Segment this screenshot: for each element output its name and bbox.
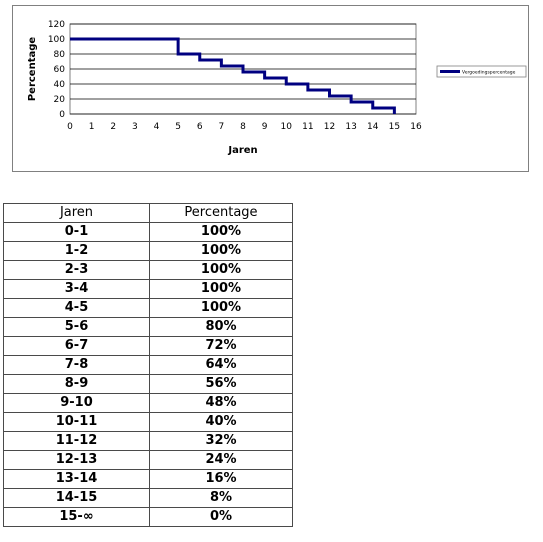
cell-percentage: 16%: [149, 469, 293, 489]
table-row: 11-12 32%: [3, 431, 293, 451]
x-tick-label: 6: [197, 122, 203, 132]
cell-years: 9-10: [3, 393, 150, 413]
x-tick-label: 12: [324, 122, 335, 132]
x-tick-label: 7: [219, 122, 225, 132]
x-tick-label: 16: [410, 122, 422, 132]
table-row: 13-14 16%: [3, 469, 293, 489]
cell-percentage: 8%: [149, 488, 293, 508]
table-row: 14-15 8%: [3, 488, 293, 508]
cell-percentage: 48%: [149, 393, 293, 413]
legend: Vergoedingspercentage: [436, 65, 527, 78]
table-row: 0-1 100%: [3, 222, 293, 242]
table-row: 6-7 72%: [3, 336, 293, 356]
x-tick-label: 14: [367, 122, 379, 132]
x-axis-title: Jaren: [227, 145, 257, 156]
table-row: 1-2 100%: [3, 241, 293, 261]
x-tick-label: 2: [110, 122, 116, 132]
table-row: 8-9 56%: [3, 374, 293, 394]
table-header-row: Jaren Percentage: [3, 203, 293, 223]
cell-years: 1-2: [3, 241, 150, 261]
cell-years: 12-13: [3, 450, 150, 470]
gridlines: [70, 23, 416, 115]
cell-years: 5-6: [3, 317, 150, 337]
cell-percentage: 0%: [149, 507, 293, 527]
cell-percentage: 24%: [149, 450, 293, 470]
cell-percentage: 100%: [149, 241, 293, 261]
percentage-table: Jaren Percentage 0-1 100% 1-2 100% 2-3 100% 3-…: [3, 203, 293, 527]
y-tick-label: 100: [48, 35, 65, 45]
x-tick-label: 3: [132, 122, 138, 132]
cell-years: 7-8: [3, 355, 150, 375]
cell-years: 13-14: [3, 469, 150, 489]
cell-years: 2-3: [3, 260, 150, 280]
header-percentage: Percentage: [149, 203, 293, 223]
legend-label: Vergoedingspercentage: [462, 70, 516, 76]
cell-years: 10-11: [3, 412, 150, 432]
table-row: 9-10 48%: [3, 393, 293, 413]
table-row: 7-8 64%: [3, 355, 293, 375]
cell-years: 3-4: [3, 279, 150, 299]
cell-years: 8-9: [3, 374, 150, 394]
cell-years: 15-∞: [3, 507, 150, 527]
cell-years: 11-12: [3, 431, 150, 451]
cell-percentage: 72%: [149, 336, 293, 356]
cell-percentage: 100%: [149, 279, 293, 299]
y-axis-title: Percentage: [27, 37, 38, 102]
cell-percentage: 100%: [149, 298, 293, 318]
y-tick-label: 120: [48, 20, 65, 30]
table-row: 10-11 40%: [3, 412, 293, 432]
cell-years: 6-7: [3, 336, 150, 356]
cell-years: 14-15: [3, 488, 150, 508]
x-tick-label: 11: [302, 122, 313, 132]
x-tick-label: 5: [175, 122, 181, 132]
x-tick-label: 9: [262, 122, 268, 132]
x-tick-label: 15: [389, 122, 400, 132]
cell-percentage: 80%: [149, 317, 293, 337]
x-tick-label: 8: [240, 122, 246, 132]
x-tick-label: 10: [281, 122, 293, 132]
y-tick-label: 60: [54, 65, 66, 75]
cell-percentage: 40%: [149, 412, 293, 432]
cell-years: 4-5: [3, 298, 150, 318]
series-layer: [70, 37, 396, 114]
cell-percentage: 32%: [149, 431, 293, 451]
x-tick-label: 1: [89, 122, 95, 132]
table-row: 5-6 80%: [3, 317, 293, 337]
y-tick-label: 0: [59, 110, 65, 120]
legend-box: [436, 65, 527, 78]
y-axis-ticks: 0 20 40 60 80 100 120: [48, 20, 65, 120]
x-tick-label: 0: [67, 122, 73, 132]
y-tick-label: 40: [54, 80, 66, 90]
table-row: 4-5 100%: [3, 298, 293, 318]
x-tick-label: 13: [345, 122, 356, 132]
y-tick-label: 20: [54, 95, 66, 105]
table-row: 15-∞ 0%: [3, 507, 293, 527]
series-line: [70, 37, 396, 114]
x-tick-label: 4: [154, 122, 160, 132]
y-tick-label: 80: [54, 50, 66, 60]
cell-percentage: 64%: [149, 355, 293, 375]
table-row: 12-13 24%: [3, 450, 293, 470]
cell-percentage: 100%: [149, 260, 293, 280]
header-jaren: Jaren: [3, 203, 150, 223]
table-row: 2-3 100%: [3, 260, 293, 280]
cell-years: 0-1: [3, 222, 150, 242]
table-body: 0-1 100% 1-2 100% 2-3 100% 3-4 100% 4-5 100% 5-6 80…: [3, 222, 293, 527]
x-axis-ticks: 0 1 2 3 4 5 6 7 8 9 10 11 12 13 14 15 16: [67, 122, 422, 132]
chart-frame: 0 20 40 60 80 100 120 0 1 2 3 4 5 6 7 8 9 10 11 12 13 14 15 16…: [12, 5, 529, 172]
table-row: 3-4 100%: [3, 279, 293, 299]
cell-percentage: 100%: [149, 222, 293, 242]
cell-percentage: 56%: [149, 374, 293, 394]
